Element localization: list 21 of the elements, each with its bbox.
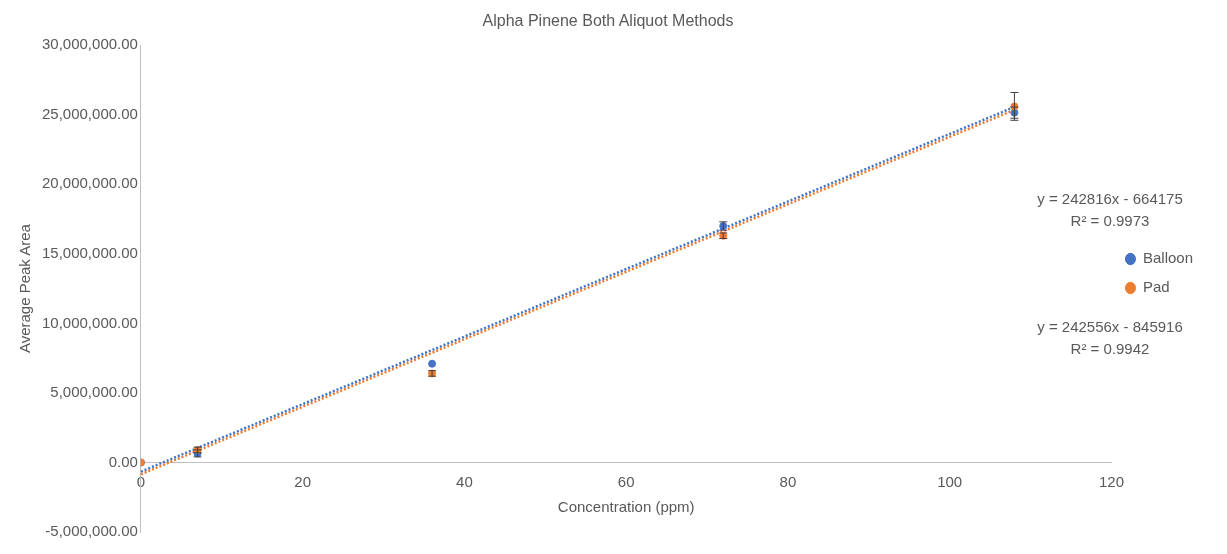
y-tick-label: 30,000,000.00 <box>41 35 138 53</box>
x-tick-label: 80 <box>779 472 797 490</box>
y-tick-label: -5,000,000.00 <box>45 522 138 540</box>
y-tick-label: 20,000,000.00 <box>41 174 138 192</box>
y-tick-label: 10,000,000.00 <box>41 313 138 331</box>
x-tick-label: 40 <box>456 472 473 490</box>
legend-label: Balloon <box>1142 249 1194 267</box>
x-tick-label: 120 <box>1098 472 1124 490</box>
x-tick-label: 60 <box>617 472 635 490</box>
y-tick-label: 25,000,000.00 <box>41 104 138 122</box>
x-tick-label: 100 <box>937 472 963 490</box>
y-tick-label: 5,000,000.00 <box>50 383 138 401</box>
annotation: y = 242556x - 845916 R² = 0.9942 <box>1036 317 1184 359</box>
y-tick-label: 0.00 <box>108 452 138 470</box>
annotation: y = 242816x - 664175 R² = 0.9973 <box>1036 189 1184 231</box>
x-axis-title: Concentration (ppm) <box>557 497 695 515</box>
y-tick-label: 15,000,000.00 <box>41 243 138 261</box>
y-axis-title: Average Peak Area <box>16 223 34 354</box>
x-tick-label: 20 <box>294 472 312 490</box>
legend-label: Pad <box>1142 278 1170 296</box>
chart-title: Alpha Pinene Both Aliquot Methods <box>482 12 734 30</box>
